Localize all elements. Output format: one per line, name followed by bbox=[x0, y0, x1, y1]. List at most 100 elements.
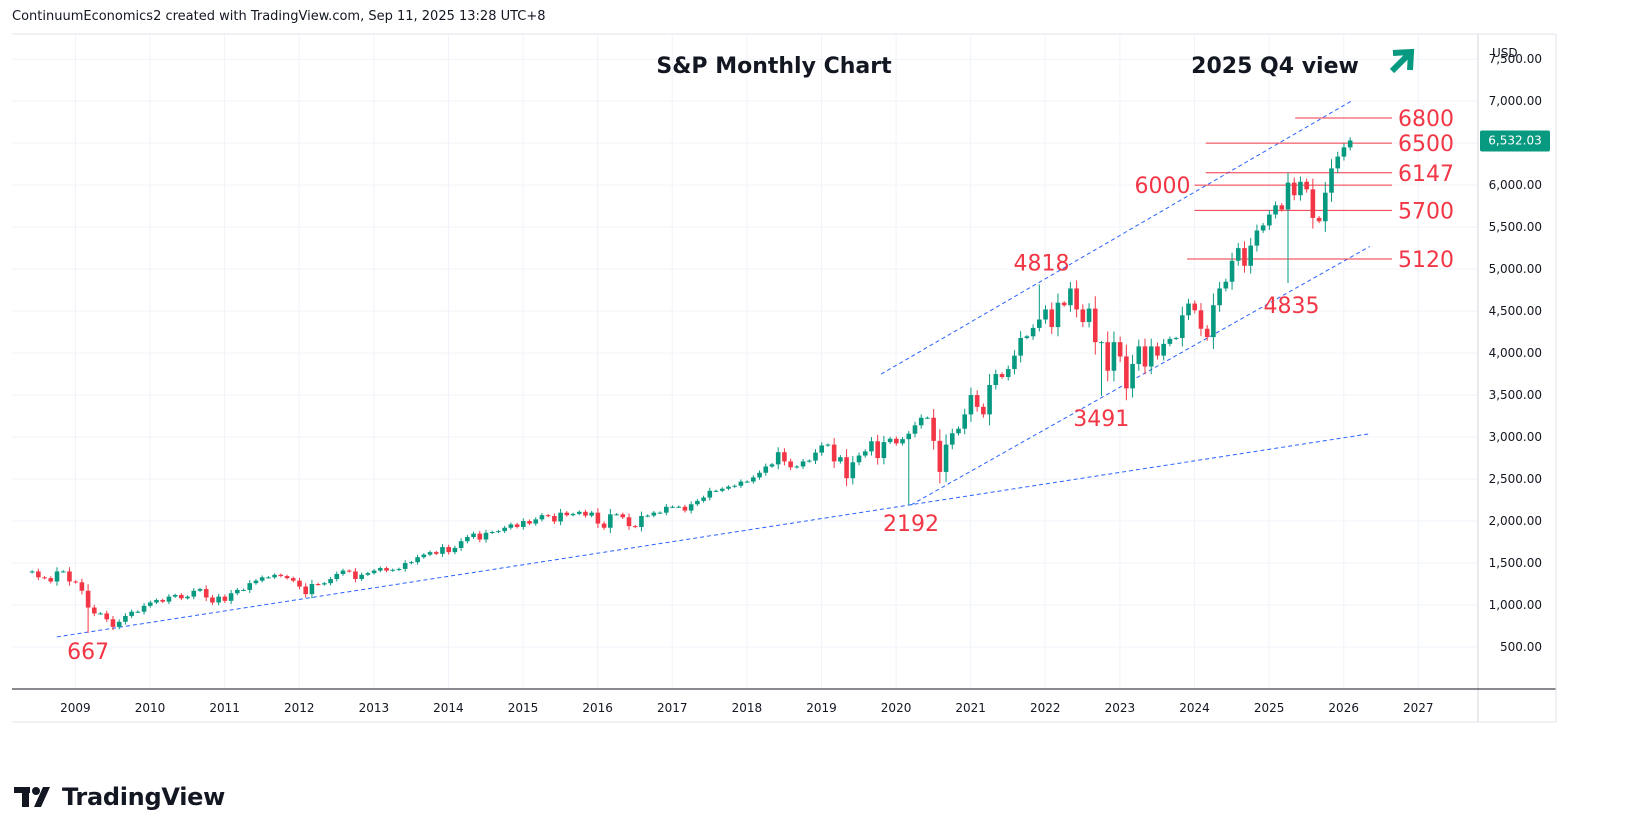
candle bbox=[67, 567, 72, 586]
candle bbox=[695, 499, 700, 507]
candle bbox=[1335, 151, 1341, 174]
time-tick-label: 2027 bbox=[1403, 701, 1434, 715]
candle bbox=[489, 530, 495, 535]
candle bbox=[676, 505, 682, 509]
candle bbox=[819, 442, 825, 456]
candle bbox=[894, 436, 899, 446]
candle bbox=[875, 434, 880, 465]
candle bbox=[918, 414, 924, 429]
candle bbox=[738, 479, 744, 488]
candle bbox=[570, 512, 576, 517]
time-tick-label: 2026 bbox=[1328, 701, 1359, 715]
tradingview-brand[interactable]: TradingView bbox=[14, 780, 225, 814]
candle bbox=[527, 519, 532, 526]
candle bbox=[987, 374, 992, 426]
candle bbox=[1291, 177, 1297, 201]
price-tick-label: 2,500.00 bbox=[1489, 472, 1542, 486]
trendlines bbox=[56, 100, 1371, 638]
candle bbox=[856, 452, 862, 466]
candle bbox=[775, 447, 781, 470]
chart-grid bbox=[12, 34, 1478, 689]
price-tick-label: 7,500.00 bbox=[1489, 52, 1542, 66]
candle bbox=[191, 588, 197, 600]
candle bbox=[1130, 354, 1135, 398]
candle bbox=[266, 576, 271, 579]
candle bbox=[390, 568, 396, 572]
candle bbox=[558, 508, 563, 526]
candle bbox=[601, 521, 607, 530]
candle bbox=[533, 517, 539, 526]
candle bbox=[663, 504, 669, 516]
candle bbox=[794, 465, 800, 469]
candle bbox=[365, 571, 371, 577]
candle bbox=[719, 487, 725, 493]
price-tick-label: 6,000.00 bbox=[1489, 178, 1542, 192]
trendline[interactable] bbox=[910, 246, 1371, 506]
candle bbox=[520, 518, 526, 530]
candle bbox=[359, 572, 364, 582]
candle bbox=[36, 568, 41, 581]
candle bbox=[203, 585, 209, 602]
price-tick-label: 2,000.00 bbox=[1489, 514, 1542, 528]
arrow-up-right-icon bbox=[1389, 48, 1415, 74]
candle bbox=[166, 594, 172, 605]
trendline[interactable] bbox=[880, 100, 1352, 375]
candle bbox=[850, 456, 856, 485]
candle bbox=[371, 569, 377, 575]
candle bbox=[1061, 301, 1067, 307]
level-label: 6147 bbox=[1398, 162, 1454, 187]
candle bbox=[502, 525, 507, 533]
price-axis[interactable]: 500.00 1,000.00 1,500.00 2,000.00 2,500.00 3,… bbox=[1489, 52, 1542, 654]
candle bbox=[197, 587, 203, 593]
candle bbox=[1204, 325, 1210, 341]
time-tick-label: 2009 bbox=[60, 701, 91, 715]
candle bbox=[216, 593, 221, 606]
candle bbox=[608, 508, 613, 534]
candle bbox=[135, 610, 141, 614]
candle bbox=[589, 510, 594, 518]
candle bbox=[1217, 281, 1222, 312]
candle bbox=[974, 390, 980, 412]
candle bbox=[247, 580, 253, 593]
candle bbox=[98, 612, 103, 615]
candle bbox=[116, 619, 122, 630]
candle bbox=[1161, 339, 1166, 361]
price-tick-label: 500.00 bbox=[1500, 640, 1542, 654]
time-tick-label: 2025 bbox=[1254, 701, 1285, 715]
candle bbox=[508, 522, 514, 530]
candle bbox=[235, 588, 240, 596]
price-tick-label: 3,000.00 bbox=[1489, 430, 1542, 444]
candle bbox=[496, 529, 501, 534]
time-tick-label: 2023 bbox=[1105, 701, 1136, 715]
level-label: 5700 bbox=[1398, 199, 1454, 224]
time-axis[interactable]: 2009 2010 2011 2012 2013 2014 2015 2016 2017 2018… bbox=[60, 701, 1433, 715]
candle bbox=[60, 570, 66, 573]
candle bbox=[726, 485, 731, 491]
time-tick-label: 2018 bbox=[732, 701, 763, 715]
candle bbox=[1310, 178, 1316, 229]
candle bbox=[315, 582, 321, 586]
candle bbox=[583, 509, 588, 518]
tradingview-wordmark: TradingView bbox=[62, 783, 225, 811]
trendline[interactable] bbox=[56, 433, 1370, 638]
candle bbox=[1037, 284, 1042, 332]
candle bbox=[925, 416, 930, 420]
candle bbox=[552, 513, 557, 525]
time-tick-label: 2016 bbox=[582, 701, 613, 715]
candle bbox=[1235, 243, 1241, 266]
candle bbox=[962, 408, 968, 435]
candle bbox=[396, 567, 402, 572]
candle bbox=[340, 568, 346, 576]
candle bbox=[732, 484, 737, 488]
candlesticks bbox=[29, 137, 1353, 633]
candle bbox=[1180, 306, 1185, 347]
candle bbox=[1005, 365, 1011, 381]
candle bbox=[222, 594, 228, 603]
candle bbox=[751, 475, 756, 484]
level-label: 5120 bbox=[1398, 248, 1454, 273]
candle bbox=[1030, 324, 1036, 340]
candle bbox=[744, 480, 750, 483]
time-tick-label: 2020 bbox=[881, 701, 912, 715]
tradingview-logo-icon bbox=[14, 787, 50, 807]
candle bbox=[409, 560, 414, 565]
